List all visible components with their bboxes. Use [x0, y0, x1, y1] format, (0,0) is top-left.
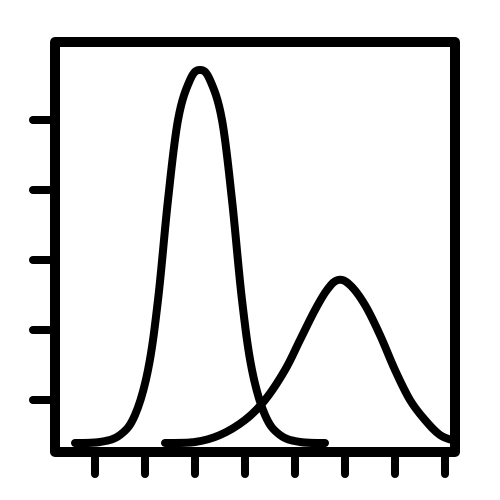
- chart-svg: [0, 0, 500, 500]
- curve-short-peak: [165, 280, 455, 443]
- distribution-chart: [0, 0, 500, 500]
- curve-tall-peak: [75, 70, 325, 443]
